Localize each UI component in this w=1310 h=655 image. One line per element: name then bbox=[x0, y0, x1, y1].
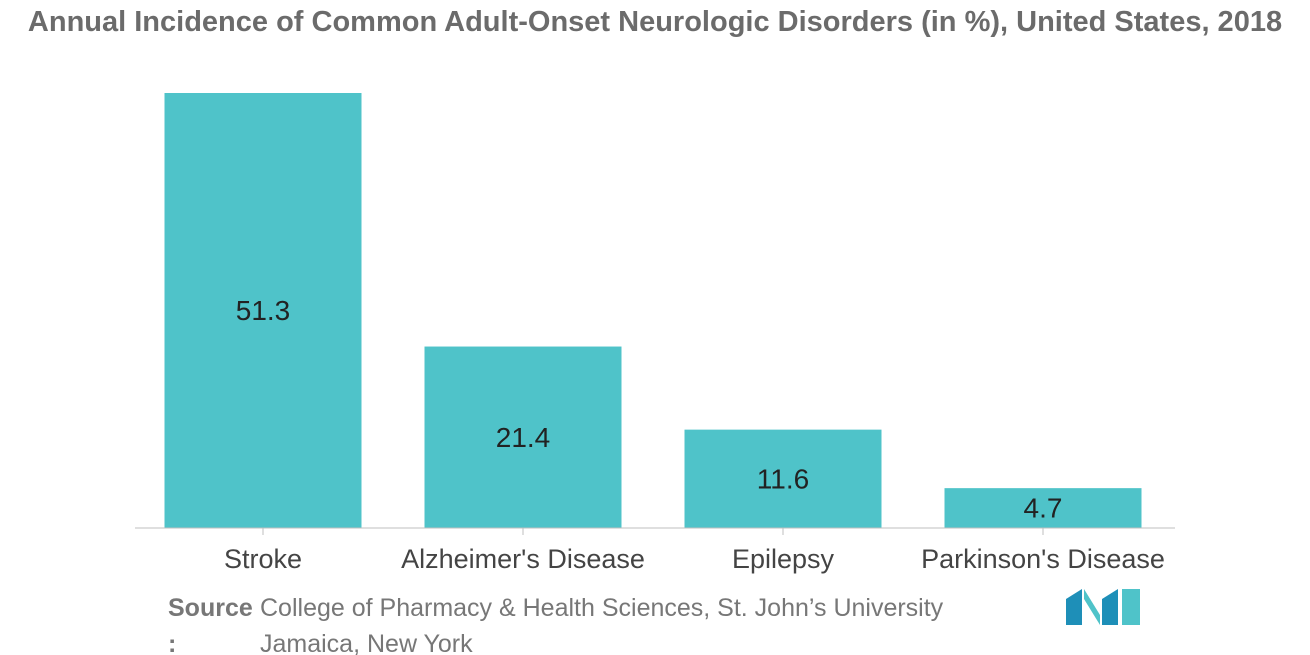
category-label-2: Epilepsy bbox=[732, 544, 835, 574]
bars-layer bbox=[164, 93, 1142, 528]
data-label-1: 21.4 bbox=[496, 422, 551, 453]
bar-chart: 51.3 21.4 11.6 4.7 Stroke Alzheimer's Diseas… bbox=[135, 93, 1175, 574]
source-note: Source : College of Pharmacy & Health Sc… bbox=[168, 590, 1028, 655]
x-ticks-layer bbox=[262, 528, 1044, 535]
data-label-0: 51.3 bbox=[236, 295, 291, 326]
chart-title: Annual Incidence of Common Adult-Onset N… bbox=[27, 6, 1283, 38]
category-label-0: Stroke bbox=[224, 544, 302, 574]
data-labels-layer: 51.3 21.4 11.6 4.7 bbox=[236, 295, 1063, 524]
bar-1 bbox=[424, 346, 622, 528]
data-label-2: 11.6 bbox=[757, 463, 809, 494]
bar-3 bbox=[944, 488, 1142, 528]
data-label-3: 4.7 bbox=[1024, 493, 1063, 524]
source-text: College of Pharmacy & Health Sciences, S… bbox=[260, 594, 944, 655]
bar-2 bbox=[684, 429, 882, 528]
category-labels-layer: Stroke Alzheimer's Disease Epilepsy Parkins… bbox=[224, 544, 1165, 574]
category-label-1: Alzheimer's Disease bbox=[401, 544, 645, 574]
mordor-intelligence-logo-icon bbox=[1066, 589, 1140, 625]
bar-0 bbox=[164, 93, 362, 528]
source-label: Source bbox=[168, 594, 253, 622]
category-label-3: Parkinson's Disease bbox=[921, 544, 1165, 574]
source-colon: : bbox=[168, 630, 177, 655]
